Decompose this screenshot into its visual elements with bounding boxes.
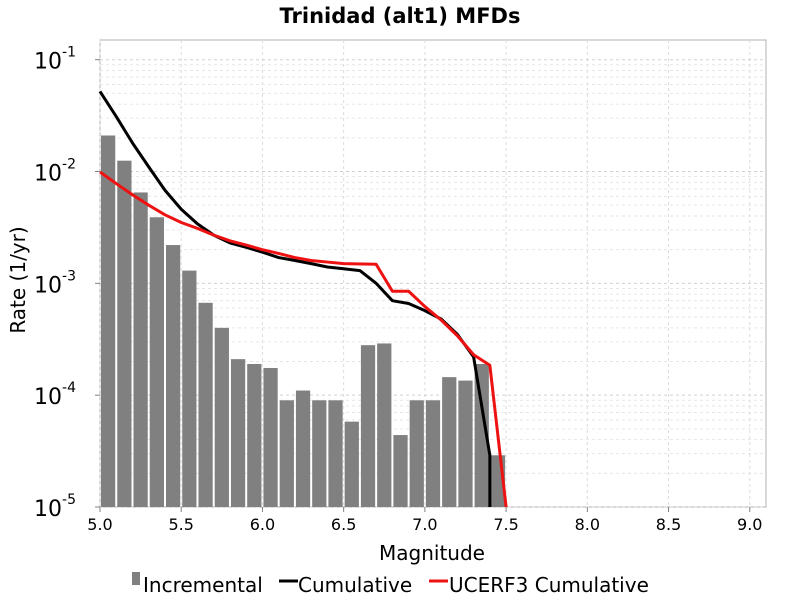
y-tick-exponent: -3 <box>62 268 76 284</box>
legend-label-cumulative: Cumulative <box>298 573 412 597</box>
y-tick-label: 10-5 <box>34 492 76 522</box>
cumulative-lines <box>98 90 508 508</box>
incremental-bar <box>230 359 246 507</box>
x-tick-label: 5.0 <box>87 515 112 534</box>
y-tick-label: 10-3 <box>34 268 76 298</box>
legend-swatch-incremental <box>132 572 140 585</box>
incremental-bar <box>360 345 376 507</box>
incremental-bar <box>474 364 489 507</box>
y-tick-base: 10 <box>34 50 62 75</box>
incremental-bar <box>295 390 311 507</box>
incremental-bar <box>165 245 181 507</box>
y-tick-label: 10-4 <box>34 380 76 410</box>
incremental-bar <box>458 380 473 507</box>
legend: Incremental Cumulative UCERF3 Cumulative <box>132 572 649 597</box>
chart-title: Trinidad (alt1) MFDs <box>280 4 521 28</box>
incremental-bar <box>263 367 278 507</box>
y-tick-base: 10 <box>34 162 62 187</box>
incremental-bar <box>442 377 457 507</box>
incremental-bar <box>344 421 359 507</box>
y-axis-label: Rate (1/yr) <box>6 226 30 333</box>
incremental-bar <box>312 400 327 507</box>
x-tick-label: 7.5 <box>493 515 518 534</box>
x-tick-label: 8.5 <box>656 515 681 534</box>
ucerf3-cumulative-line <box>99 170 508 508</box>
incremental-bars <box>101 135 506 507</box>
legend-label-incremental: Incremental <box>143 573 263 597</box>
y-tick-exponent: -4 <box>62 380 76 396</box>
x-tick-label: 7.0 <box>412 515 437 534</box>
y-tick-label: 10-1 <box>34 45 76 75</box>
y-tick-base: 10 <box>34 385 62 410</box>
incremental-bar <box>182 270 197 507</box>
x-tick-label: 9.0 <box>737 515 762 534</box>
x-axis-label: Magnitude <box>379 541 485 565</box>
x-tick-label: 5.5 <box>168 515 193 534</box>
incremental-bar <box>214 327 229 507</box>
incremental-bar <box>101 135 116 507</box>
x-axis-ticks: 5.0 5.5 6.0 6.5 7.0 7.5 8.0 8.5 9.0 <box>87 507 762 534</box>
incremental-bar <box>425 400 441 507</box>
incremental-bar <box>133 192 148 507</box>
incremental-bar <box>409 400 424 507</box>
incremental-bar <box>117 160 132 507</box>
x-tick-label: 6.5 <box>331 515 356 534</box>
incremental-bar <box>328 400 343 507</box>
incremental-bar <box>377 343 392 507</box>
incremental-bar <box>393 435 408 507</box>
x-tick-label: 6.0 <box>250 515 275 534</box>
y-tick-base: 10 <box>34 273 62 298</box>
legend-label-ucerf3: UCERF3 Cumulative <box>449 573 649 597</box>
y-tick-exponent: -2 <box>62 157 76 173</box>
y-tick-base: 10 <box>34 497 62 522</box>
incremental-bar <box>198 302 213 507</box>
y-tick-label: 10-2 <box>34 157 76 187</box>
incremental-bar <box>247 364 262 507</box>
y-tick-exponent: -5 <box>62 492 76 508</box>
x-tick-label: 8.0 <box>575 515 600 534</box>
y-tick-exponent: -1 <box>62 45 76 61</box>
incremental-bar <box>149 217 164 507</box>
incremental-bar <box>279 400 294 507</box>
y-axis-ticks: 10-110-210-310-410-5 <box>34 45 100 522</box>
